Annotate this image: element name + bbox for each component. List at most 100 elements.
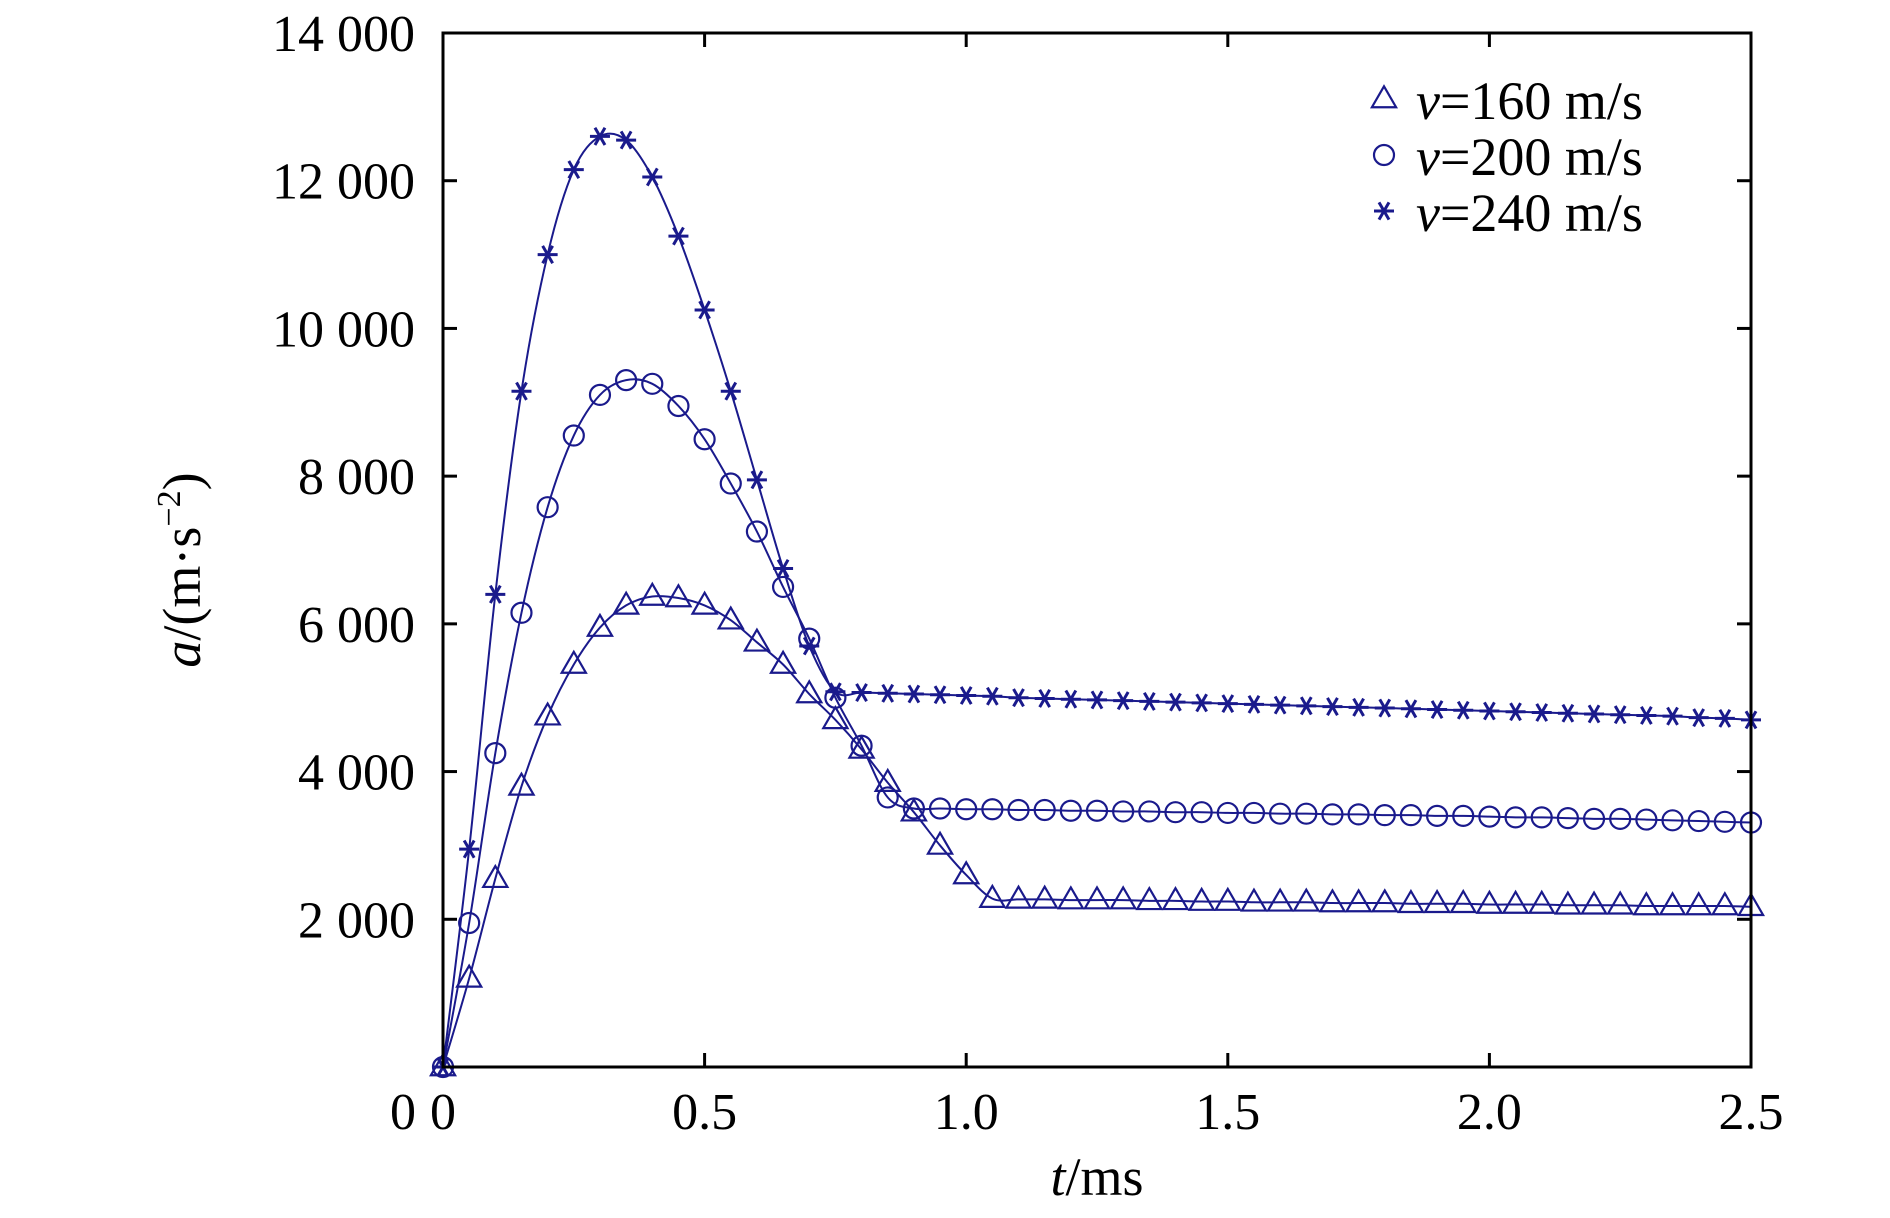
data-point-circle <box>1609 807 1632 830</box>
data-point-triangle <box>1658 891 1687 916</box>
data-point-triangle <box>1632 891 1661 916</box>
data-point-star <box>1113 691 1134 711</box>
y-tick-label: 4 000 <box>298 745 415 802</box>
data-point-circle <box>1242 801 1266 825</box>
data-point-triangle <box>1684 891 1713 916</box>
legend-label-rest: =160 m/s <box>1440 71 1643 131</box>
legend-item: v=200 m/s <box>1372 127 1643 187</box>
data-point-triangle <box>1370 888 1399 913</box>
data-point-circle <box>484 742 507 765</box>
data-point-star <box>720 381 741 401</box>
data-point-star <box>903 684 924 704</box>
data-point-triangle <box>952 860 981 885</box>
y-tick-label: 12 000 <box>272 154 415 211</box>
data-point-star <box>537 245 558 264</box>
data-point-triangle <box>1710 891 1739 916</box>
data-point-triangle <box>926 830 955 855</box>
y-axis-label-close: ) <box>152 472 212 490</box>
data-point-star <box>589 126 610 146</box>
data-point-star <box>1243 694 1264 714</box>
data-point-star <box>1531 703 1552 722</box>
x-axis-label: t/ms <box>1050 1147 1143 1207</box>
data-point-circle <box>1059 799 1082 822</box>
data-point-star <box>1296 696 1317 716</box>
data-point-circle <box>1007 798 1030 822</box>
data-point-star <box>1427 700 1448 719</box>
data-point-triangle <box>1056 885 1085 910</box>
data-point-circle <box>562 424 585 447</box>
x-tick-label: 1.0 <box>934 1084 999 1141</box>
legend: v=160 m/sv=200 m/sv=240 m/s <box>1369 71 1643 243</box>
data-point-triangle <box>1004 884 1033 909</box>
data-point-triangle <box>1449 888 1478 914</box>
data-point-triangle <box>1213 886 1242 911</box>
data-point-triangle <box>690 590 719 615</box>
x-tick-label: 1.5 <box>1195 1084 1260 1141</box>
data-point-circle <box>1033 798 1056 822</box>
data-point-star <box>668 226 689 246</box>
data-point-triangle <box>1187 886 1216 911</box>
data-point-star <box>616 130 637 150</box>
data-point-star <box>1453 700 1474 720</box>
data-point-circle <box>1347 803 1370 826</box>
y-tick-label: 2 000 <box>298 892 415 949</box>
y-tick-label: 10 000 <box>272 301 415 358</box>
y-axis-label-unit: /(m·s <box>152 527 212 641</box>
data-point-circle <box>693 428 716 451</box>
data-point-star <box>563 160 584 180</box>
y-tick-label: 6 000 <box>298 597 415 654</box>
legend-label-italic: v <box>1416 183 1440 243</box>
data-point-triangle <box>612 590 641 615</box>
data-point-triangle <box>1266 887 1295 912</box>
data-point-star <box>1270 695 1291 715</box>
series-line <box>442 595 1752 1068</box>
data-point-triangle <box>795 679 824 704</box>
data-point-star <box>642 167 663 187</box>
legend-marker-circle <box>1372 143 1396 167</box>
legend-label: v=200 m/s <box>1416 127 1643 187</box>
data-point-circle <box>1452 804 1475 827</box>
data-point-star <box>1034 689 1055 708</box>
data-point-triangle <box>1553 890 1582 915</box>
data-point-circle <box>955 798 978 821</box>
data-point-star <box>1322 697 1343 716</box>
data-point-star <box>1139 691 1160 711</box>
data-point-circle <box>1530 806 1553 829</box>
series-triangle <box>428 581 1766 1077</box>
data-point-star <box>1636 706 1657 725</box>
data-point-circle <box>1085 799 1109 822</box>
data-point-circle <box>928 797 952 820</box>
y-axis-label-italic: a <box>152 641 212 668</box>
data-point-triangle <box>1135 885 1164 911</box>
data-point-star <box>694 300 715 320</box>
data-point-star <box>799 636 820 656</box>
data-point-star <box>1060 689 1081 709</box>
data-point-circle <box>719 472 742 495</box>
plot-frame <box>441 31 1753 1069</box>
data-point-star <box>1008 688 1029 708</box>
origin-tick-label: 0 <box>390 1084 416 1141</box>
data-point-circle <box>1190 801 1213 824</box>
data-point-triangle <box>716 605 745 630</box>
data-point-star <box>956 686 977 705</box>
data-point-star <box>825 682 846 702</box>
x-axis-label-unit: /ms <box>1065 1147 1143 1207</box>
data-point-circle <box>458 911 481 935</box>
data-point-triangle <box>1423 888 1452 914</box>
y-axis-label-exponent: −2 <box>151 490 188 526</box>
data-point-star <box>1479 701 1500 721</box>
data-point-star <box>1714 708 1735 728</box>
legend-marker-star <box>1374 201 1394 221</box>
data-point-star <box>1348 697 1369 717</box>
data-point-star <box>1087 690 1107 710</box>
data-point-triangle <box>481 863 510 889</box>
data-point-star <box>1505 702 1526 722</box>
data-point-triangle <box>1475 889 1504 914</box>
data-point-circle <box>667 394 690 418</box>
data-point-star <box>1662 706 1683 726</box>
data-point-triangle <box>742 627 771 652</box>
series-star <box>433 126 1761 1077</box>
data-point-circle <box>1112 800 1135 823</box>
data-point-circle <box>1399 804 1423 827</box>
data-point-circle <box>1556 807 1579 830</box>
